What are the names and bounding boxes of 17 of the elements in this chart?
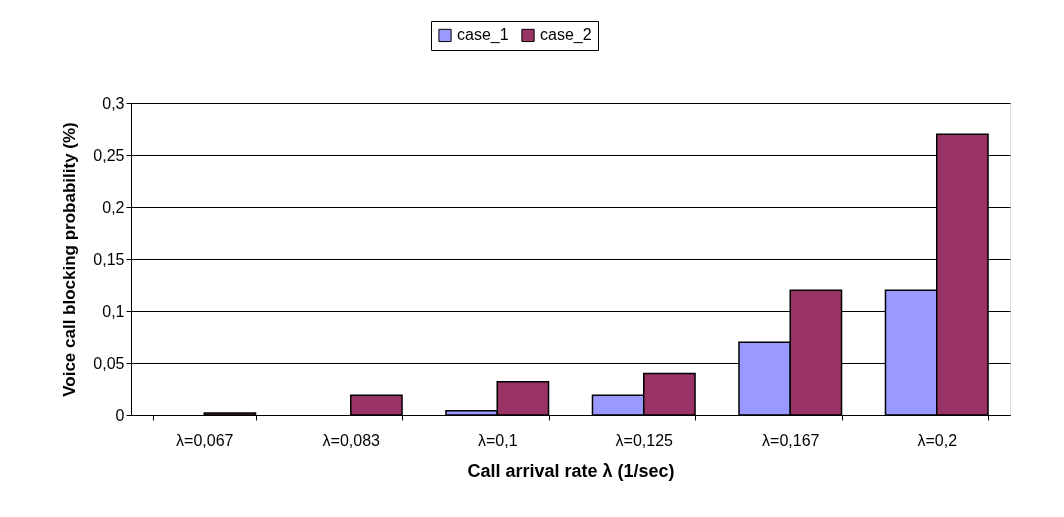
y-tick-label: 0,1 [102, 302, 125, 320]
y-tick-label: 0 [115, 406, 125, 424]
y-tick-label: 0,3 [102, 94, 125, 112]
x-axis-title: Call arrival rate λ (1/sec) [467, 460, 675, 481]
y-axis-title: Voice call blocking probability (%) [60, 122, 80, 397]
x-tick-label: λ=0,1 [477, 431, 518, 449]
legend-label: case_1 [457, 26, 509, 45]
x-tick-label: λ=0,125 [615, 431, 674, 449]
x-tick-label: λ=0,083 [322, 431, 381, 449]
x-tick-label: λ=0,2 [917, 431, 958, 449]
legend-label: case_2 [540, 26, 592, 45]
y-tick-label: 0,2 [102, 198, 125, 216]
y-tick-label: 0,25 [93, 146, 125, 164]
y-tick-label: 0,05 [93, 354, 125, 372]
y-tick-label: 0,15 [93, 250, 125, 268]
x-tick-label: λ=0,067 [176, 431, 234, 449]
x-tick-label: λ=0,167 [762, 431, 820, 449]
